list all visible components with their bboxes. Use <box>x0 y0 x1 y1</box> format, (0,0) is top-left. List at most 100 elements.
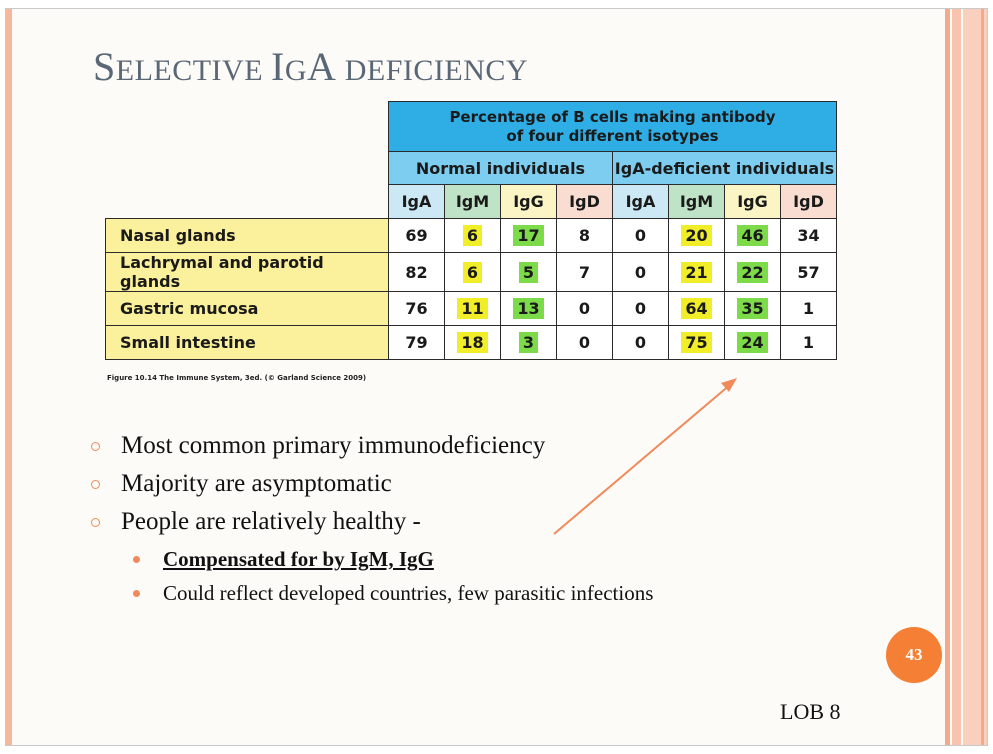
cell-value: 34 <box>797 226 820 245</box>
table-cell: 0 <box>612 325 669 360</box>
bullet-list: Most common primary immunodeficiency Maj… <box>91 431 653 613</box>
list-item: People are relatively healthy - <box>91 507 653 545</box>
cell-value: 1 <box>802 333 815 352</box>
bullet-text: Could reflect developed countries, few p… <box>163 581 654 605</box>
table-cell: 20 <box>668 218 725 253</box>
isotype-header: IgA <box>612 184 669 219</box>
table-cell: 11 <box>444 291 501 326</box>
arrow-line <box>553 383 732 535</box>
table-cell: 75 <box>668 325 725 360</box>
cell-value: 76 <box>405 299 428 318</box>
cell-value: 82 <box>405 262 428 282</box>
highlighted-value: 75 <box>681 332 712 353</box>
table-cell: 8 <box>556 218 613 253</box>
table-cell: 1 <box>780 325 837 360</box>
highlighted-value: 6 <box>462 225 483 246</box>
table-cell: 1 <box>780 291 837 326</box>
cell-value: 1 <box>802 299 815 318</box>
bullet-text-emphasis: Compensated for by IgM, IgG <box>163 547 434 571</box>
table-row: Lachrymal and parotid glands 82 6 5 7 0 … <box>105 252 837 292</box>
annotation-arrow <box>553 378 737 535</box>
table-row: Small intestine 79 18 3 0 0 75 24 1 <box>105 325 837 360</box>
cell-value: 57 <box>797 262 820 282</box>
isotype-header: IgD <box>556 184 613 219</box>
arrow-head <box>721 378 737 392</box>
highlighted-value: 22 <box>737 261 768 283</box>
table-main-header-line: of four different isotypes <box>506 126 719 145</box>
cell-value: 0 <box>634 226 647 245</box>
table-cell: 0 <box>612 252 669 292</box>
right-border-stripe <box>981 9 984 745</box>
slide-title: SELECTIVE IGA DEFICIENCY <box>93 43 528 90</box>
table-cell: 17 <box>500 218 557 253</box>
footer-label: LOB 8 <box>780 699 841 724</box>
cell-value: 0 <box>634 333 647 352</box>
left-border-stripe <box>6 9 12 745</box>
ring-bullet-icon <box>91 480 100 489</box>
sub-list-item: Compensated for by IgM, IgG <box>133 545 653 579</box>
table-cell: 35 <box>724 291 781 326</box>
table-cell: 79 <box>388 325 445 360</box>
row-label: Gastric mucosa <box>105 291 389 326</box>
title-smallcaps: DEFICIENCY <box>344 54 529 87</box>
highlighted-value: 20 <box>681 225 712 246</box>
title-cap: A <box>307 44 345 89</box>
bullet-text: Most common primary immunodeficiency <box>121 432 546 459</box>
bullet-text: Majority are asymptomatic <box>121 470 392 497</box>
table-cell: 46 <box>724 218 781 253</box>
sub-list-item: Could reflect developed countries, few p… <box>133 579 653 613</box>
isotype-header: IgG <box>724 184 781 219</box>
title-cap: S <box>93 44 116 89</box>
highlighted-value: 11 <box>457 298 488 319</box>
highlighted-value: 13 <box>513 298 544 319</box>
list-item: Majority are asymptomatic <box>91 469 653 507</box>
slide: SELECTIVE IGA DEFICIENCY Percentage of B… <box>5 8 988 746</box>
group-header-normal: Normal individuals <box>388 151 613 185</box>
table-cell: 24 <box>724 325 781 360</box>
highlighted-value: 5 <box>518 261 539 283</box>
figure-caption: Figure 10.14 The Immune System, 3ed. (© … <box>107 374 367 382</box>
cell-value: 7 <box>578 262 591 282</box>
cell-value: 0 <box>634 299 647 318</box>
isotype-header: IgM <box>444 184 501 219</box>
cell-value: 0 <box>634 262 647 282</box>
highlighted-value: 35 <box>737 298 768 319</box>
highlighted-value: 24 <box>737 332 768 353</box>
dot-bullet-icon <box>133 590 140 597</box>
group-header-deficient: IgA-deficient individuals <box>612 151 837 185</box>
table-cell: 0 <box>556 291 613 326</box>
highlighted-value: 6 <box>462 261 483 283</box>
page-number-badge: 43 <box>886 627 942 683</box>
title-smallcaps: ELECTIVE <box>115 54 272 87</box>
ring-bullet-icon <box>91 442 100 451</box>
table-row: Nasal glands 69 6 17 8 0 20 46 34 <box>105 218 837 253</box>
right-border-stripe <box>952 9 961 745</box>
table-cell: 0 <box>556 325 613 360</box>
highlighted-value: 21 <box>681 261 712 283</box>
table-cell: 5 <box>500 252 557 292</box>
isotype-header: IgG <box>500 184 557 219</box>
table-cell: 22 <box>724 252 781 292</box>
table-cell: 57 <box>780 252 837 292</box>
table-cell: 7 <box>556 252 613 292</box>
row-label: Nasal glands <box>105 218 389 253</box>
table-main-header: Percentage of B cells making antibody of… <box>388 101 837 152</box>
cell-value: 79 <box>405 333 428 352</box>
row-label: Small intestine <box>105 325 389 360</box>
table-main-header-line: Percentage of B cells making antibody <box>449 107 776 126</box>
highlighted-value: 46 <box>737 225 768 246</box>
cell-value: 0 <box>578 299 591 318</box>
bullet-text: People are relatively healthy - <box>121 508 421 535</box>
cell-value: 8 <box>578 226 591 245</box>
row-label: Lachrymal and parotid glands <box>105 252 389 292</box>
right-border-stripe <box>945 9 950 745</box>
cell-value: 69 <box>405 226 428 245</box>
list-item: Most common primary immunodeficiency <box>91 431 653 469</box>
highlighted-value: 18 <box>457 332 488 353</box>
table-cell: 3 <box>500 325 557 360</box>
title-cap: I <box>271 44 285 89</box>
isotype-table: Percentage of B cells making antibody of… <box>105 101 837 360</box>
highlighted-value: 17 <box>513 225 544 246</box>
table-cell: 64 <box>668 291 725 326</box>
isotype-header: IgM <box>668 184 725 219</box>
